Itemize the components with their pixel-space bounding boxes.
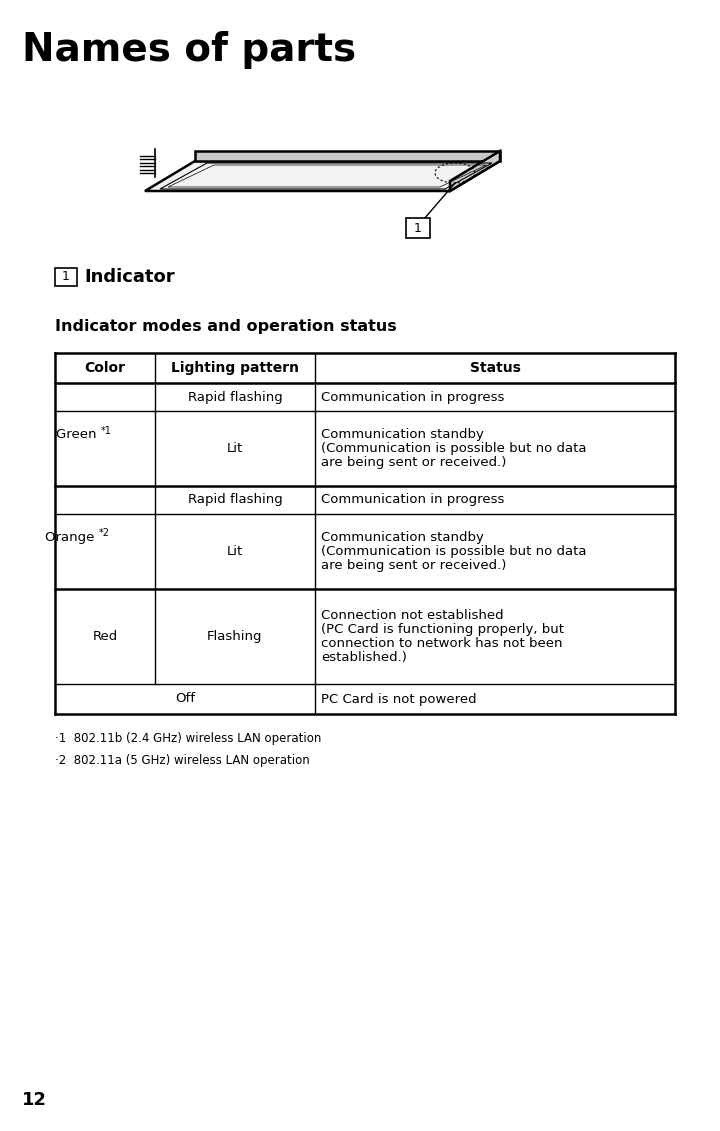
Text: Green: Green (56, 428, 101, 441)
Text: ·2  802.11a (5 GHz) wireless LAN operation: ·2 802.11a (5 GHz) wireless LAN operatio… (55, 754, 310, 767)
Text: PC Card is not powered: PC Card is not powered (321, 692, 477, 706)
Text: Lit: Lit (227, 545, 243, 558)
Text: Rapid flashing: Rapid flashing (188, 390, 282, 404)
Text: Lit: Lit (227, 442, 243, 455)
Text: are being sent or received.): are being sent or received.) (321, 456, 506, 469)
Text: Lighting pattern: Lighting pattern (171, 361, 299, 375)
Text: are being sent or received.): are being sent or received.) (321, 559, 506, 572)
Text: 12: 12 (22, 1091, 47, 1110)
Polygon shape (145, 161, 500, 191)
Text: 1: 1 (62, 270, 70, 284)
Text: Connection not established: Connection not established (321, 608, 503, 622)
Bar (406, 218, 430, 238)
Text: *1: *1 (101, 425, 112, 435)
Text: connection to network has not been: connection to network has not been (321, 637, 562, 650)
Text: ·1  802.11b (2.4 GHz) wireless LAN operation: ·1 802.11b (2.4 GHz) wireless LAN operat… (55, 732, 321, 745)
Text: (PC Card is functioning properly, but: (PC Card is functioning properly, but (321, 623, 564, 636)
Text: Indicator modes and operation status: Indicator modes and operation status (55, 319, 397, 334)
Text: Communication standby: Communication standby (321, 428, 484, 441)
Text: Orange: Orange (45, 530, 99, 544)
Text: established.): established.) (321, 651, 407, 664)
Text: Communication in progress: Communication in progress (321, 390, 505, 404)
Text: Communication standby: Communication standby (321, 530, 484, 544)
Text: 1: 1 (414, 222, 422, 234)
Text: Communication in progress: Communication in progress (321, 493, 505, 507)
Text: (Communication is possible but no data: (Communication is possible but no data (321, 442, 587, 455)
Text: Red: Red (92, 630, 117, 644)
Text: Rapid flashing: Rapid flashing (188, 493, 282, 507)
Text: Off: Off (175, 692, 195, 706)
Text: Color: Color (84, 361, 125, 375)
Text: *2: *2 (99, 528, 110, 538)
Text: Flashing: Flashing (207, 630, 263, 644)
Text: Indicator: Indicator (84, 268, 175, 286)
Text: Status: Status (469, 361, 521, 375)
Bar (55, 268, 77, 286)
Polygon shape (450, 152, 500, 191)
Text: (Communication is possible but no data: (Communication is possible but no data (321, 545, 587, 558)
Text: Names of parts: Names of parts (22, 31, 356, 69)
Polygon shape (195, 152, 500, 161)
